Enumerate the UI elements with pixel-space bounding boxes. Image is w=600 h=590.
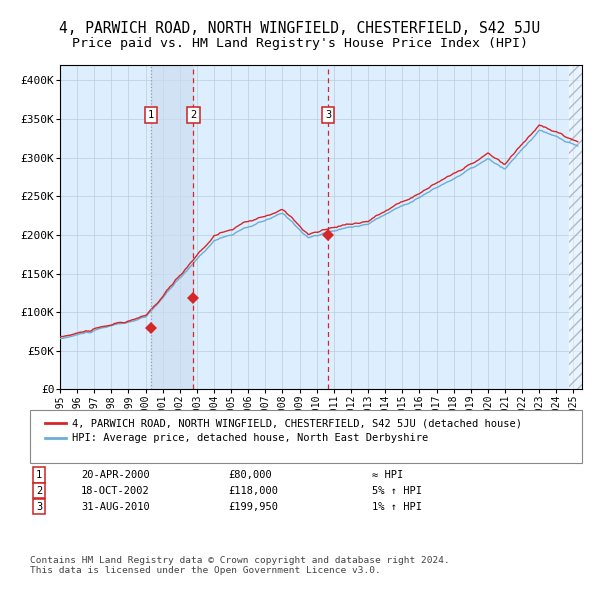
Bar: [151, 65, 193, 389]
Text: 1: 1: [148, 110, 154, 120]
Text: 20-APR-2000: 20-APR-2000: [81, 470, 150, 480]
Text: 5% ↑ HPI: 5% ↑ HPI: [372, 486, 422, 496]
Text: ≈ HPI: ≈ HPI: [372, 470, 403, 480]
Text: 2: 2: [190, 110, 197, 120]
Text: Price paid vs. HM Land Registry's House Price Index (HPI): Price paid vs. HM Land Registry's House …: [72, 37, 528, 50]
Text: 3: 3: [325, 110, 331, 120]
Text: £118,000: £118,000: [228, 486, 278, 496]
Text: 4, PARWICH ROAD, NORTH WINGFIELD, CHESTERFIELD, S42 5JU: 4, PARWICH ROAD, NORTH WINGFIELD, CHESTE…: [59, 21, 541, 35]
Bar: [569, 65, 582, 389]
Text: 1: 1: [36, 470, 42, 480]
Text: 31-AUG-2010: 31-AUG-2010: [81, 502, 150, 512]
Text: £199,950: £199,950: [228, 502, 278, 512]
Text: 18-OCT-2002: 18-OCT-2002: [81, 486, 150, 496]
Text: £80,000: £80,000: [228, 470, 272, 480]
Text: Contains HM Land Registry data © Crown copyright and database right 2024.
This d: Contains HM Land Registry data © Crown c…: [30, 556, 450, 575]
Text: 1% ↑ HPI: 1% ↑ HPI: [372, 502, 422, 512]
Text: 3: 3: [36, 502, 42, 512]
Text: HPI: Average price, detached house, North East Derbyshire: HPI: Average price, detached house, Nort…: [72, 434, 428, 443]
Text: 2: 2: [36, 486, 42, 496]
Text: 4, PARWICH ROAD, NORTH WINGFIELD, CHESTERFIELD, S42 5JU (detached house): 4, PARWICH ROAD, NORTH WINGFIELD, CHESTE…: [72, 418, 522, 428]
Bar: [569, 65, 582, 389]
